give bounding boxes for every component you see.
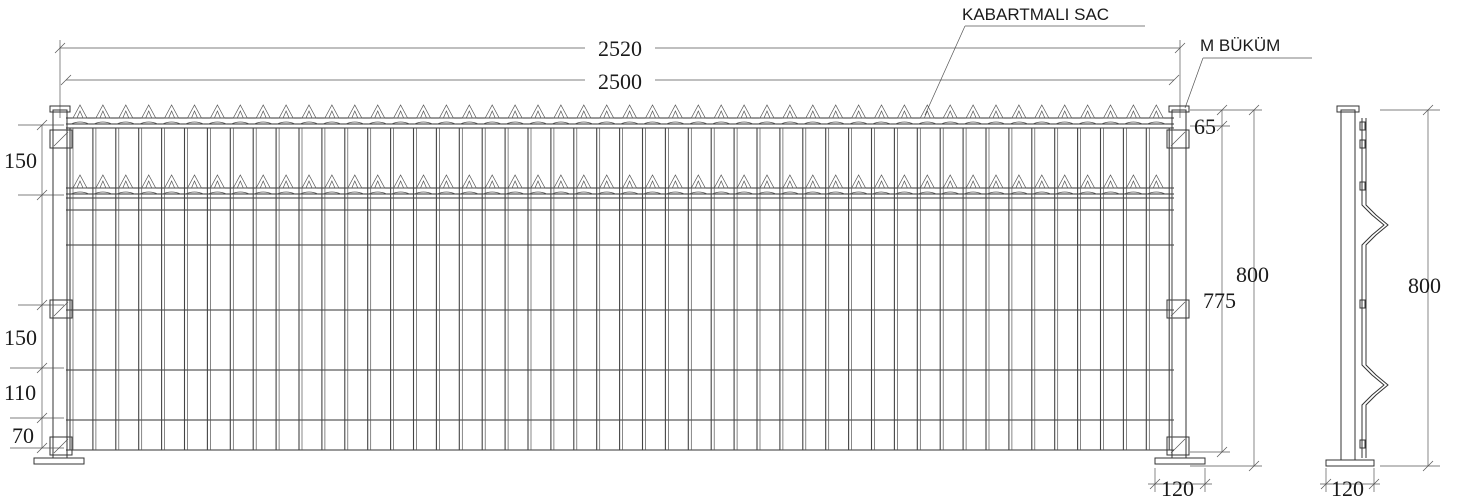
label-m-bend: M BÜKÜM [1200,36,1280,55]
dim-lower-section: 110 [4,380,36,405]
dim-top-offset: 65 [1194,114,1216,139]
dim-panel-width: 2500 [598,69,642,94]
label-embossed-sheet: KABARTMALI SAC [962,5,1109,24]
base-dimension-front: 120 [1148,468,1212,501]
dim-spike-band: 150 [4,148,37,173]
right-dimensions: 65 800 775 [1190,104,1269,472]
side-view: 800 120 [1320,104,1441,501]
left-post [33,105,85,465]
leader-m-bend: M BÜKÜM [1184,36,1312,109]
right-post [1154,105,1206,465]
spike-rows [70,104,1166,195]
dim-total-height: 800 [1236,262,1269,287]
dim-mid-section: 150 [4,325,37,350]
vertical-bars [69,128,1173,450]
dim-overall-width: 2520 [598,36,642,61]
dim-base-side: 120 [1331,476,1364,501]
panel [66,104,1174,451]
dimension-2500: 2500 [60,68,1180,94]
dim-side-height: 800 [1408,273,1441,298]
dim-bottom-section: 70 [12,423,34,448]
left-dimensions: 150 150 110 70 [4,119,64,454]
dimension-2520: 2520 [54,36,1186,118]
clamps [49,129,1190,456]
dim-base-front: 120 [1161,476,1194,501]
leader-embossed-sheet: KABARTMALI SAC [924,5,1145,116]
dim-panel-height: 775 [1203,288,1236,313]
